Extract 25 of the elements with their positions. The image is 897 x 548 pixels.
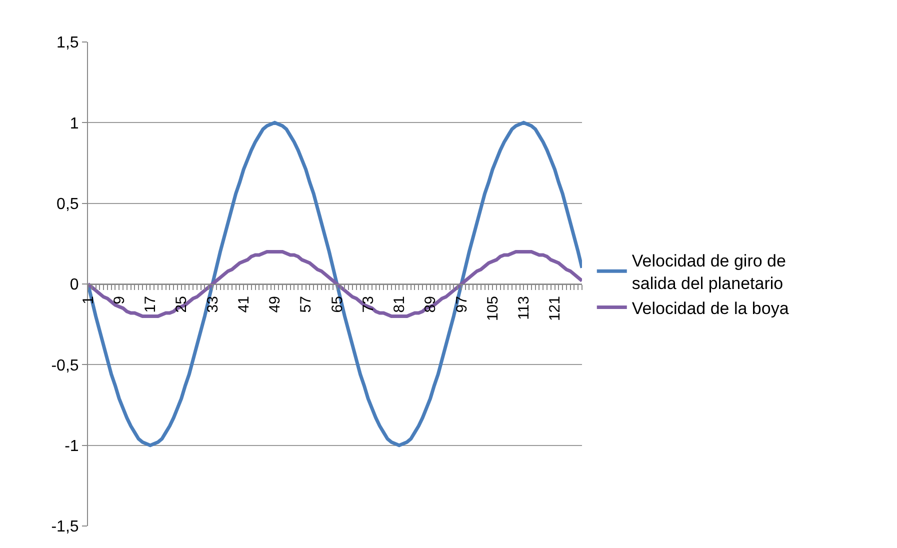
x-tick-label: 113 bbox=[516, 296, 533, 320]
y-tick-label: -0,5 bbox=[51, 357, 79, 374]
x-tick-label: 25 bbox=[173, 296, 190, 313]
x-tick-label: 97 bbox=[453, 296, 470, 313]
x-tick-label: 57 bbox=[298, 296, 315, 313]
x-tick-label: 1 bbox=[80, 296, 97, 304]
y-tick-label: 1,5 bbox=[56, 34, 79, 52]
y-tick-label: 1 bbox=[70, 115, 79, 132]
x-tick-label: 89 bbox=[422, 296, 440, 313]
x-tick-label: 65 bbox=[328, 296, 346, 313]
x-tick-label: 17 bbox=[142, 296, 160, 313]
x-tick-label: 41 bbox=[235, 296, 252, 313]
x-tick-label: 9 bbox=[110, 296, 128, 304]
x-tick-label: 81 bbox=[391, 296, 408, 313]
y-tick-label: -1 bbox=[64, 438, 79, 455]
x-tick-label: 121 bbox=[546, 296, 564, 322]
y-tick-label: -1,5 bbox=[51, 518, 79, 536]
x-tick-label: 33 bbox=[204, 296, 222, 313]
legend-label: Velocidad de giro de salida del planetario bbox=[632, 252, 786, 293]
y-tick-label: 0 bbox=[70, 276, 79, 294]
legend-label: Velocidad de la boya bbox=[632, 298, 790, 318]
y-tick-label: 0,5 bbox=[56, 196, 79, 213]
x-tick-label: 105 bbox=[484, 296, 502, 322]
x-tick-label: 49 bbox=[266, 296, 284, 313]
x-tick-label: 73 bbox=[360, 296, 377, 313]
